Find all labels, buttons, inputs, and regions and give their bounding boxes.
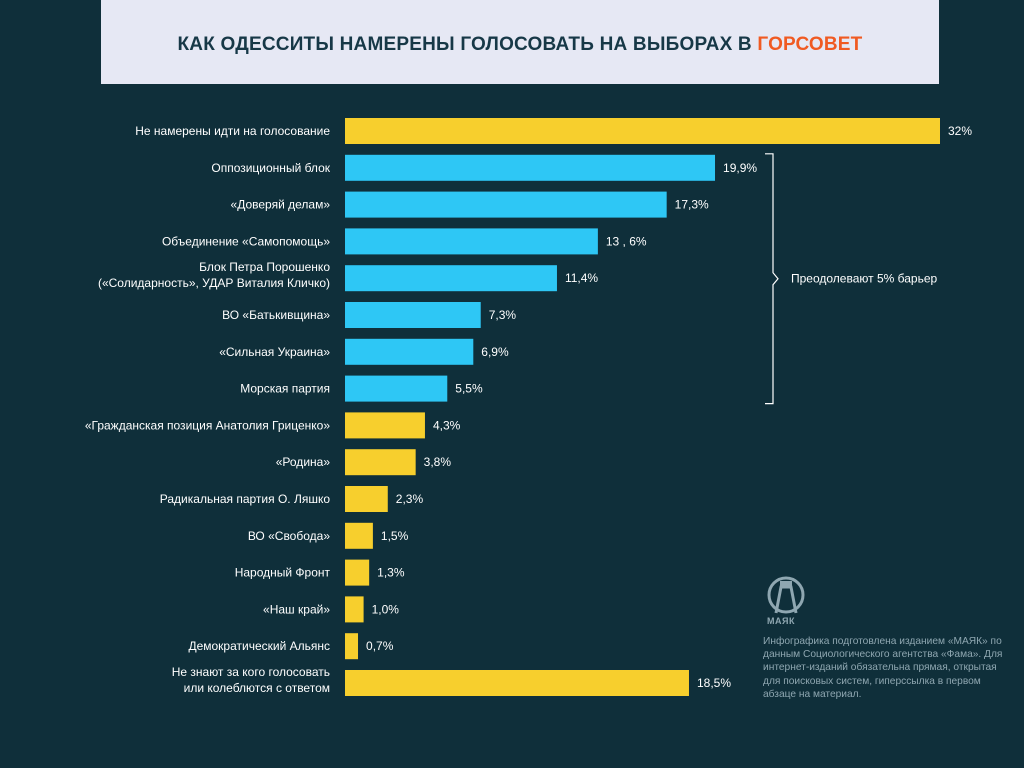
bar bbox=[345, 449, 416, 476]
value-label: 5,5% bbox=[455, 382, 483, 396]
category-label-line: («Солидарность», УДАР Виталия Кличко) bbox=[98, 276, 330, 290]
value-label: 0,7% bbox=[366, 639, 394, 653]
category-label: ВО «Свобода» bbox=[248, 529, 330, 543]
title-banner: КАК ОДЕССИТЫ НАМЕРЕНЫ ГОЛОСОВАТЬ НА ВЫБО… bbox=[101, 0, 939, 84]
bar bbox=[345, 412, 425, 439]
bar bbox=[345, 191, 667, 218]
title-accent: ГОРСОВЕТ bbox=[757, 34, 863, 55]
value-label: 4,3% bbox=[433, 418, 461, 432]
value-label: 1,0% bbox=[372, 602, 400, 616]
category-label: Демократический Альянс bbox=[188, 639, 330, 653]
category-label: Объединение «Самопомощь» bbox=[162, 234, 330, 248]
category-label-line: Блок Петра Порошенко bbox=[199, 260, 330, 274]
category-label: Блок Петра Порошенко («Солидарность», УДА… bbox=[98, 260, 330, 290]
category-label: Не знают за кого голосовать или колеблютс… bbox=[172, 665, 330, 695]
value-label: 11,4% bbox=[565, 271, 598, 285]
mayak-logo-icon bbox=[767, 576, 805, 614]
title-main: КАК ОДЕССИТЫ НАМЕРЕНЫ ГОЛОСОВАТЬ НА ВЫБО… bbox=[177, 34, 752, 55]
value-label: 17,3% bbox=[675, 198, 709, 212]
category-label: «Доверяй делам» bbox=[231, 198, 331, 212]
bar bbox=[345, 375, 448, 402]
category-label: Морская партия bbox=[240, 382, 330, 396]
value-label: 2,3% bbox=[396, 492, 424, 506]
bar bbox=[345, 265, 557, 292]
category-label: Оппозиционный блок bbox=[211, 161, 330, 175]
value-label: 6,9% bbox=[481, 345, 509, 359]
bar bbox=[345, 302, 481, 328]
category-label: Радикальная партия О. Ляшко bbox=[160, 492, 331, 506]
credit-note: Инфографика подготовлена изданием «МАЯК»… bbox=[763, 636, 1003, 700]
category-label: Не намерены идти на голосование bbox=[135, 124, 330, 138]
bar bbox=[345, 154, 716, 181]
bracket bbox=[765, 153, 779, 405]
category-label: «Наш край» bbox=[263, 602, 330, 616]
value-label: 1,3% bbox=[377, 566, 405, 580]
value-label: 18,5% bbox=[697, 676, 731, 690]
bar bbox=[345, 118, 940, 144]
bar bbox=[345, 338, 474, 365]
chart-title: КАК ОДЕССИТЫ НАМЕРЕНЫ ГОЛОСОВАТЬ НА ВЫБО… bbox=[178, 34, 863, 56]
value-label: 3,8% bbox=[424, 455, 452, 469]
category-label-line: Не знают за кого голосовать bbox=[172, 665, 330, 679]
logo-text: МАЯК bbox=[767, 616, 795, 626]
value-label: 7,3% bbox=[489, 308, 517, 322]
bar bbox=[345, 670, 689, 696]
bar bbox=[345, 559, 370, 586]
category-label: «Родина» bbox=[276, 455, 331, 469]
bracket-annotation: Преодолевают 5% барьер bbox=[791, 272, 938, 286]
value-label: 32% bbox=[948, 124, 972, 138]
bar bbox=[345, 228, 598, 255]
value-label: 13 , 6% bbox=[606, 234, 647, 248]
bar bbox=[345, 596, 364, 623]
bar bbox=[345, 486, 388, 512]
value-label: 1,5% bbox=[381, 529, 409, 543]
bar bbox=[345, 633, 359, 660]
category-label: Народный Фронт bbox=[235, 566, 331, 580]
bar bbox=[345, 522, 373, 549]
category-label: «Гражданская позиция Анатолия Гриценко» bbox=[85, 418, 330, 432]
value-label: 19,9% bbox=[723, 161, 757, 175]
category-label: ВО «Батькивщина» bbox=[222, 308, 330, 322]
category-label: «Сильная Украина» bbox=[219, 345, 330, 359]
category-label-line: или колеблются с ответом bbox=[184, 681, 330, 695]
